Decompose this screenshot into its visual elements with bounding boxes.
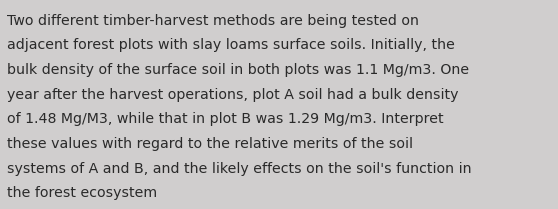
Text: year after the harvest operations, plot A soil had a bulk density: year after the harvest operations, plot … [7,88,459,102]
Text: the forest ecosystem: the forest ecosystem [7,186,157,200]
Text: systems of A and B, and the likely effects on the soil's function in: systems of A and B, and the likely effec… [7,162,472,176]
Text: Two different timber-harvest methods are being tested on: Two different timber-harvest methods are… [7,14,419,28]
Text: adjacent forest plots with slay loams surface soils. Initially, the: adjacent forest plots with slay loams su… [7,38,455,52]
Text: of 1.48 Mg/M3, while that in plot B was 1.29 Mg/m3. Interpret: of 1.48 Mg/M3, while that in plot B was … [7,112,444,126]
Text: bulk density of the surface soil in both plots was 1.1 Mg/m3. One: bulk density of the surface soil in both… [7,63,469,77]
Text: these values with regard to the relative merits of the soil: these values with regard to the relative… [7,137,413,151]
